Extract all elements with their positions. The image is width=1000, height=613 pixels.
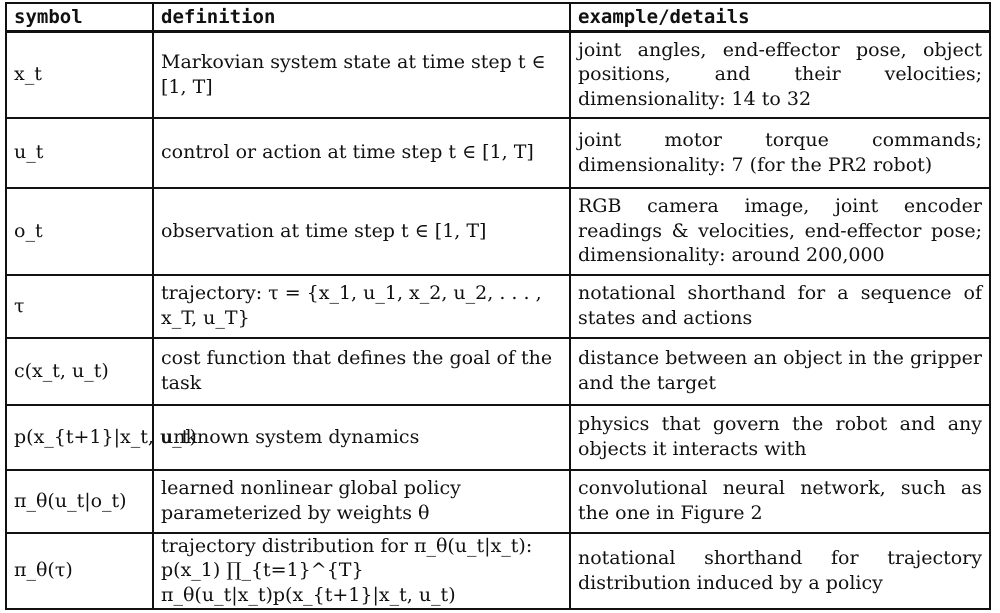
symbol-cell: π_θ(τ) <box>5 531 154 610</box>
example-cell: notational shorthand for a sequence of s… <box>569 273 991 339</box>
symbol-cell: o_t <box>5 186 154 276</box>
notation-table: symbol definition example/details x_t Ma… <box>5 2 991 610</box>
example-cell: convolutional neural network, such as th… <box>569 468 991 534</box>
example-cell: notational shorthand for trajectory dist… <box>569 531 991 610</box>
header-definition: definition <box>152 2 571 33</box>
header-symbol: symbol <box>5 2 154 33</box>
symbol-cell: x_t <box>5 30 154 119</box>
header-example: example/details <box>569 2 991 33</box>
table-row: π_θ(u_t|o_t) learned nonlinear global po… <box>5 468 991 534</box>
definition-cell: learned nonlinear global policy paramete… <box>152 468 571 534</box>
table-row: c(x_t, u_t) cost function that defines t… <box>5 336 991 406</box>
symbol-cell: π_θ(u_t|o_t) <box>5 468 154 534</box>
definition-cell: observation at time step t ∈ [1, T] <box>152 186 571 276</box>
definition-cell: trajectory distribution for π_θ(u_t|x_t)… <box>152 531 571 610</box>
symbol-cell: c(x_t, u_t) <box>5 336 154 406</box>
header-row: symbol definition example/details <box>5 2 991 33</box>
table-row: τ trajectory: τ = {x_1, u_1, x_2, u_2, .… <box>5 273 991 339</box>
table-row: π_θ(τ) trajectory distribution for π_θ(u… <box>5 531 991 610</box>
notation-table-container: symbol definition example/details x_t Ma… <box>5 2 991 610</box>
symbol-cell: p(x_{t+1}|x_t, u_t) <box>5 403 197 471</box>
definition-cell: cost function that defines the goal of t… <box>152 336 571 406</box>
example-cell: RGB camera image, joint encoder readings… <box>569 186 991 276</box>
definition-cell: trajectory: τ = {x_1, u_1, x_2, u_2, . .… <box>152 273 571 339</box>
example-cell: physics that govern the robot and any ob… <box>569 403 991 471</box>
example-cell: distance between an object in the grippe… <box>569 336 991 406</box>
table-row: p(x_{t+1}|x_t, u_t) unknown system dynam… <box>5 403 991 471</box>
definition-cell: Markovian system state at time step t ∈ … <box>152 30 571 119</box>
example-cell: joint angles, end-effector pose, object … <box>569 30 991 119</box>
example-cell: joint motor torque commands; dimensional… <box>569 116 991 189</box>
definition-cell: control or action at time step t ∈ [1, T… <box>152 116 571 189</box>
table-row: x_t Markovian system state at time step … <box>5 30 991 119</box>
table-row: u_t control or action at time step t ∈ [… <box>5 116 991 189</box>
symbol-cell: u_t <box>5 116 154 189</box>
table-row: o_t observation at time step t ∈ [1, T] … <box>5 186 991 276</box>
symbol-cell: τ <box>5 273 154 339</box>
definition-cell: unknown system dynamics <box>152 403 571 471</box>
